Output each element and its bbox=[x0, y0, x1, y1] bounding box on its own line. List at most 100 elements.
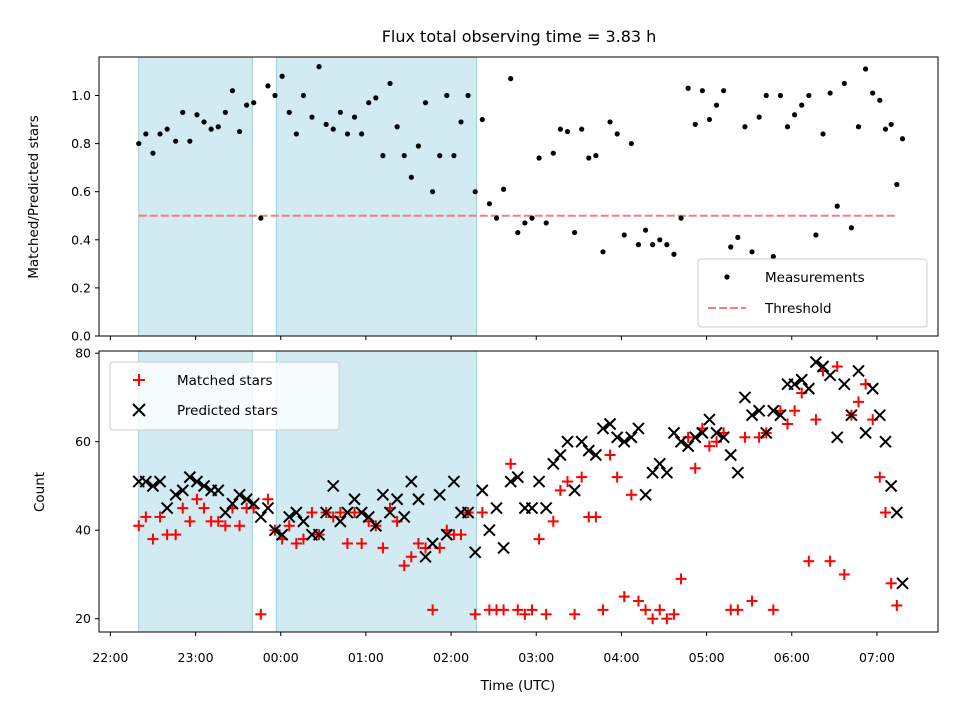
measurement-point bbox=[593, 153, 599, 159]
matched-star-point bbox=[219, 520, 231, 532]
predicted-stars-series bbox=[132, 355, 909, 590]
matched-star-point bbox=[519, 608, 531, 620]
matched-star-point bbox=[789, 405, 801, 417]
predicted-star-point bbox=[319, 506, 333, 519]
top-x-axis bbox=[109, 336, 878, 340]
predicted-star-point bbox=[884, 479, 898, 493]
matched-star-point bbox=[147, 533, 159, 545]
predicted-star-point bbox=[355, 506, 368, 519]
measurement-point bbox=[279, 73, 285, 79]
matched-star-point bbox=[561, 476, 573, 488]
chart-title: Flux total observing time = 3.83 h bbox=[382, 27, 657, 46]
measurement-point bbox=[894, 181, 900, 188]
predicted-star-point bbox=[845, 408, 858, 422]
measurement-point bbox=[293, 131, 299, 137]
measurement-point bbox=[143, 131, 149, 137]
measurement-point bbox=[394, 124, 400, 130]
measurement-point bbox=[236, 128, 243, 135]
top-y-axis: 0.0 0.2 0.4 0.6 0.8 1.0 bbox=[71, 88, 99, 344]
measurement-point bbox=[508, 76, 514, 82]
predicted-star-point bbox=[226, 497, 239, 510]
predicted-star-point bbox=[731, 466, 745, 479]
predicted-star-point bbox=[383, 506, 397, 519]
measurement-point bbox=[614, 131, 620, 137]
measurement-point bbox=[699, 88, 705, 94]
matched-star-point bbox=[668, 608, 680, 620]
matched-star-point bbox=[412, 537, 424, 549]
matched-star-point bbox=[838, 568, 850, 580]
measurement-point bbox=[465, 92, 471, 99]
predicted-star-point bbox=[667, 426, 681, 440]
predicted-star-point bbox=[433, 488, 446, 502]
predicted-star-point bbox=[476, 484, 489, 497]
matched-star-point bbox=[647, 613, 659, 625]
measurement-point bbox=[650, 242, 656, 248]
measurement-point bbox=[862, 66, 869, 72]
measurement-point bbox=[222, 109, 228, 115]
measurement-point bbox=[628, 140, 634, 147]
measurement-point bbox=[820, 131, 826, 137]
predicted-star-point bbox=[525, 501, 539, 515]
measurement-point bbox=[251, 100, 257, 106]
measurement-point bbox=[678, 215, 684, 221]
predicted-star-point bbox=[816, 360, 830, 373]
matched-star-point bbox=[874, 471, 886, 483]
matched-star-point bbox=[526, 604, 538, 616]
measurement-point bbox=[899, 136, 906, 142]
predicted-star-point bbox=[369, 519, 383, 533]
matched-star-point bbox=[170, 529, 182, 541]
matched-star-point bbox=[498, 604, 510, 616]
predicted-star-point bbox=[660, 466, 674, 479]
x-tick-label: 23:00 bbox=[178, 650, 214, 665]
predicted-star-point bbox=[752, 404, 766, 417]
matched-star-point bbox=[803, 555, 815, 567]
y-tick-label: 80 bbox=[75, 346, 91, 361]
matched-star-point bbox=[891, 599, 903, 611]
measurement-point bbox=[359, 131, 365, 137]
matched-star-point bbox=[746, 595, 758, 607]
predicted-star-point bbox=[639, 488, 652, 502]
predicted-star-point bbox=[283, 510, 296, 524]
matched-star-point bbox=[618, 591, 630, 603]
measurement-point bbox=[422, 100, 429, 106]
matched-star-point bbox=[198, 502, 210, 514]
predicted-star-point bbox=[646, 466, 659, 479]
measurement-point bbox=[770, 254, 776, 260]
measurement-point bbox=[515, 229, 521, 236]
predicted-star-point bbox=[674, 435, 688, 448]
matched-star-point bbox=[554, 484, 566, 496]
measurement-point bbox=[201, 119, 207, 125]
matched-star-point bbox=[505, 458, 517, 470]
predicted-star-point bbox=[809, 355, 823, 369]
measurement-point bbox=[813, 232, 819, 238]
predicted-star-point bbox=[554, 448, 567, 462]
predicted-star-point bbox=[390, 493, 404, 506]
matched-star-point bbox=[405, 551, 417, 563]
predicted-star-point bbox=[412, 493, 425, 506]
measurement-point bbox=[827, 90, 833, 96]
predicted-star-point bbox=[376, 488, 390, 502]
x-tick-label: 01:00 bbox=[348, 650, 384, 665]
predicted-star-point bbox=[197, 479, 211, 493]
predicted-star-point bbox=[261, 501, 275, 515]
measurement-point bbox=[164, 126, 170, 132]
predicted-star-point bbox=[596, 422, 610, 435]
y-tick-label: 1.0 bbox=[71, 88, 91, 103]
predicted-star-point bbox=[859, 426, 872, 440]
measurement-point bbox=[229, 88, 236, 94]
predicted-star-point bbox=[561, 435, 574, 448]
predicted-star-point bbox=[830, 431, 844, 444]
measurement-point bbox=[799, 102, 805, 108]
measurement-point bbox=[870, 90, 876, 96]
predicted-star-point bbox=[589, 448, 603, 462]
measurement-point bbox=[586, 155, 592, 161]
matched-star-point bbox=[597, 604, 609, 616]
measurement-point bbox=[685, 85, 691, 91]
measurement-point bbox=[451, 153, 457, 159]
measurement-point bbox=[430, 189, 436, 195]
matched-star-point bbox=[576, 471, 588, 483]
bottom-panel: 20 40 60 80 22:00 23:00 00:00 01:00 02:00 03:00 0… bbox=[32, 346, 939, 694]
predicted-star-point bbox=[767, 404, 780, 417]
predicted-star-point bbox=[625, 431, 638, 444]
